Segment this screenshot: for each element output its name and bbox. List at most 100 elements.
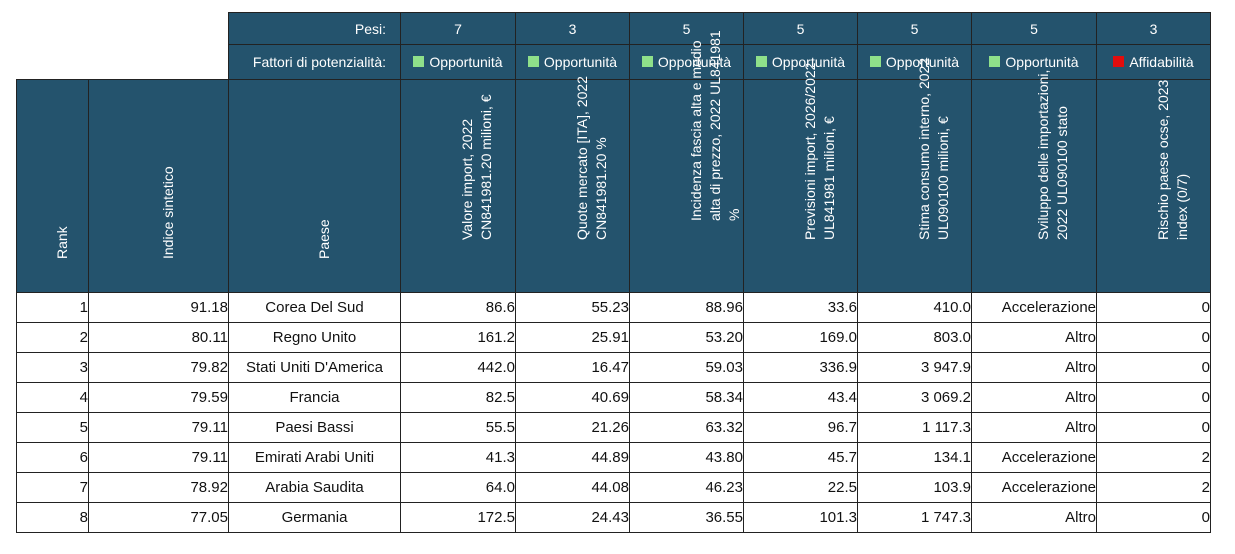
index-header[interactable]: Indice sintetico: [88, 79, 229, 293]
country-header[interactable]: Paese: [228, 79, 401, 293]
table-row[interactable]: 3 79.82 Stati Uniti D'America 442.0 16.47 59.…: [16, 352, 1211, 383]
index-cell: 79.59: [88, 382, 229, 413]
country-risk-cell: 2: [1096, 472, 1211, 503]
index-cell: 79.11: [88, 442, 229, 473]
column-header-label: Valore import, 2022 CN841981.20 milioni,…: [459, 94, 494, 240]
country-risk-cell: 0: [1096, 412, 1211, 443]
import-forecast-cell: 101.3: [743, 502, 858, 533]
price-band-header[interactable]: Incidenza fascia alta e medio alta di pr…: [629, 30, 744, 293]
import-forecast-header[interactable]: Previsioni import, 2026/2022 UL841981 mi…: [743, 63, 858, 293]
price-band-cell: 88.96: [629, 292, 744, 323]
table-body: 1 91.18 Corea Del Sud 86.6 55.23 88.96 33.6 410…: [16, 292, 1211, 533]
factor-cell: Opportunità: [515, 44, 630, 80]
factor-label: Opportunità: [429, 53, 503, 70]
opportunity-square-icon: [869, 56, 881, 68]
factor-label: Opportunità: [543, 53, 618, 70]
table-row[interactable]: 8 77.05 Germania 172.5 24.43 36.55 101.3 1 747.…: [16, 502, 1211, 533]
market-share-header[interactable]: Quote mercato [ITA], 2022 CN841981.20 %: [515, 76, 630, 293]
import-growth-cell: Accelerazione: [971, 442, 1097, 473]
domestic-consumption-cell: 134.1: [857, 442, 972, 473]
rank-cell: 7: [16, 472, 89, 503]
market-share-cell: 44.89: [515, 442, 630, 473]
index-cell: 79.11: [88, 412, 229, 443]
index-header-label: Indice sintetico: [159, 166, 176, 259]
country-risk-cell: 0: [1096, 292, 1211, 323]
market-share-cell: 24.43: [515, 502, 630, 533]
country-cell: Corea Del Sud: [228, 292, 401, 323]
table-row[interactable]: 5 79.11 Paesi Bassi 55.5 21.26 63.32 96.7 1 117…: [16, 412, 1211, 443]
factor-cell: Affidabilità: [1096, 44, 1211, 80]
price-band-cell: 36.55: [629, 502, 744, 533]
country-risk-cell: 0: [1096, 502, 1211, 533]
weights-row: Pesi: 7 3 5 5 5 5 3: [16, 12, 1211, 45]
weight-cell: 5: [743, 12, 858, 45]
import-forecast-cell: 96.7: [743, 412, 858, 443]
column-header-label: Stima consumo interno, 2022 UL090100 mil…: [915, 57, 951, 240]
domestic-consumption-cell: 1 117.3: [857, 412, 972, 443]
factors-row: Fattori di potenzialità: Opportunità Opp…: [16, 44, 1211, 80]
country-cell: Francia: [228, 382, 401, 413]
opportunity-square-icon: [527, 56, 539, 68]
import-forecast-cell: 169.0: [743, 322, 858, 353]
domestic-consumption-header[interactable]: Stima consumo interno, 2022 UL090100 mil…: [857, 58, 972, 293]
market-share-cell: 40.69: [515, 382, 630, 413]
reliability-square-icon: [1113, 56, 1125, 68]
rank-header[interactable]: Rank: [16, 79, 89, 293]
table-row[interactable]: 6 79.11 Emirati Arabi Uniti 41.3 44.89 43.80 4…: [16, 442, 1211, 473]
import-value-cell: 442.0: [400, 352, 516, 383]
index-cell: 79.82: [88, 352, 229, 383]
weight-cell: 5: [629, 12, 744, 45]
weight-cell: 3: [515, 12, 630, 45]
rank-cell: 1: [16, 292, 89, 323]
domestic-consumption-cell: 3 069.2: [857, 382, 972, 413]
index-cell: 78.92: [88, 472, 229, 503]
import-growth-cell: Altro: [971, 502, 1097, 533]
import-forecast-cell: 22.5: [743, 472, 858, 503]
factor-cell: Opportunità: [971, 44, 1097, 80]
table-row[interactable]: 2 80.11 Regno Unito 161.2 25.91 53.20 169.0 803…: [16, 322, 1211, 353]
market-share-cell: 21.26: [515, 412, 630, 443]
country-risk-header[interactable]: Rischio paese ocse, 2023 index (0/7): [1096, 79, 1211, 293]
ranking-table: Pesi: 7 3 5 5 5 5 3 Fattori di potenzial…: [16, 12, 1211, 533]
import-growth-cell: Altro: [971, 412, 1097, 443]
rank-cell: 3: [16, 352, 89, 383]
column-header-label: Quote mercato [ITA], 2022 CN841981.20 %: [573, 76, 609, 240]
import-growth-cell: Accelerazione: [971, 472, 1097, 503]
table-row[interactable]: 1 91.18 Corea Del Sud 86.6 55.23 88.96 33.6 410…: [16, 292, 1211, 323]
price-band-cell: 53.20: [629, 322, 744, 353]
domestic-consumption-cell: 410.0: [857, 292, 972, 323]
factor-label: Opportunità: [771, 53, 846, 70]
country-risk-cell: 0: [1096, 382, 1211, 413]
price-band-cell: 46.23: [629, 472, 744, 503]
weight-cell: 3: [1096, 12, 1211, 45]
rank-cell: 5: [16, 412, 89, 443]
import-growth-header[interactable]: Sviluppo delle importazioni, 2022 UL0901…: [971, 70, 1097, 293]
country-cell: Emirati Arabi Uniti: [228, 442, 401, 473]
price-band-cell: 43.80: [629, 442, 744, 473]
factor-label: Opportunità: [1005, 53, 1079, 70]
import-value-header[interactable]: Valore import, 2022 CN841981.20 milioni,…: [400, 79, 516, 293]
column-header-row: Rank Indice sintetico Paese Valore impor…: [16, 30, 1211, 293]
column-header-label: Sviluppo delle importazioni, 2022 UL0901…: [1035, 69, 1070, 240]
column-header-label: Rischio paese ocse, 2023 index (0/7): [1154, 79, 1190, 240]
country-risk-cell: 0: [1096, 322, 1211, 353]
table-row[interactable]: 7 78.92 Arabia Saudita 64.0 44.08 46.23 22.5 10…: [16, 472, 1211, 503]
import-value-cell: 172.5: [400, 502, 516, 533]
opportunity-square-icon: [755, 56, 767, 68]
market-share-cell: 55.23: [515, 292, 630, 323]
domestic-consumption-cell: 103.9: [857, 472, 972, 503]
factor-cell: Opportunità: [857, 44, 972, 80]
price-band-cell: 58.34: [629, 382, 744, 413]
country-cell: Germania: [228, 502, 401, 533]
import-value-cell: 55.5: [400, 412, 516, 443]
market-share-cell: 44.08: [515, 472, 630, 503]
rank-cell: 2: [16, 322, 89, 353]
import-forecast-cell: 33.6: [743, 292, 858, 323]
table-row[interactable]: 4 79.59 Francia 82.5 40.69 58.34 43.4 3 069.2 Al…: [16, 382, 1211, 413]
factor-cell: Opportunità: [743, 44, 858, 80]
import-value-cell: 161.2: [400, 322, 516, 353]
country-cell: Paesi Bassi: [228, 412, 401, 443]
import-value-cell: 86.6: [400, 292, 516, 323]
import-forecast-cell: 336.9: [743, 352, 858, 383]
import-growth-cell: Altro: [971, 382, 1097, 413]
